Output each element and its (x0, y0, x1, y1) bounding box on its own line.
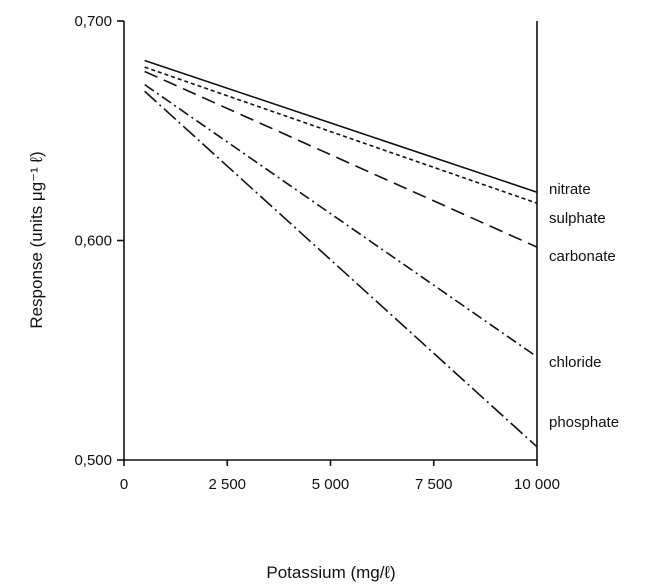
series-labels: nitrate sulphate carbonate chloride phosphat… (549, 181, 619, 431)
series-line-carbonate (144, 70, 538, 248)
x-axis-title: Potassium (mg/ℓ) (266, 563, 395, 582)
series-label-chloride: chloride (549, 354, 602, 371)
series-label-carbonate: carbonate (549, 248, 616, 265)
y-tick-label: 0,500 (74, 452, 112, 469)
series-line-sulphate (144, 66, 538, 204)
series-label-nitrate: nitrate (549, 181, 591, 198)
series-line-nitrate (144, 59, 538, 193)
y-tick-label: 0,600 (74, 233, 112, 250)
series-label-sulphate: sulphate (549, 210, 606, 227)
series-label-phosphate: phosphate (549, 414, 619, 431)
series-line-phosphate (144, 90, 538, 448)
series-line-chloride (144, 83, 538, 358)
axes (123, 21, 538, 461)
x-tick-label: 5 000 (312, 476, 350, 493)
series-group (144, 59, 538, 448)
y-axis-title: Response (units μg⁻¹ ℓ) (27, 151, 46, 328)
x-tick-label: 0 (120, 476, 128, 493)
x-tick-label: 2 500 (208, 476, 246, 493)
x-tick-label: 7 500 (415, 476, 453, 493)
x-tick-label: 10 000 (514, 476, 560, 493)
x-axis-ticks: 0 2 500 5 000 7 500 10 000 (120, 460, 560, 493)
y-tick-label: 0,700 (74, 13, 112, 30)
y-axis-ticks: 0,500 0,600 0,700 (74, 13, 124, 469)
